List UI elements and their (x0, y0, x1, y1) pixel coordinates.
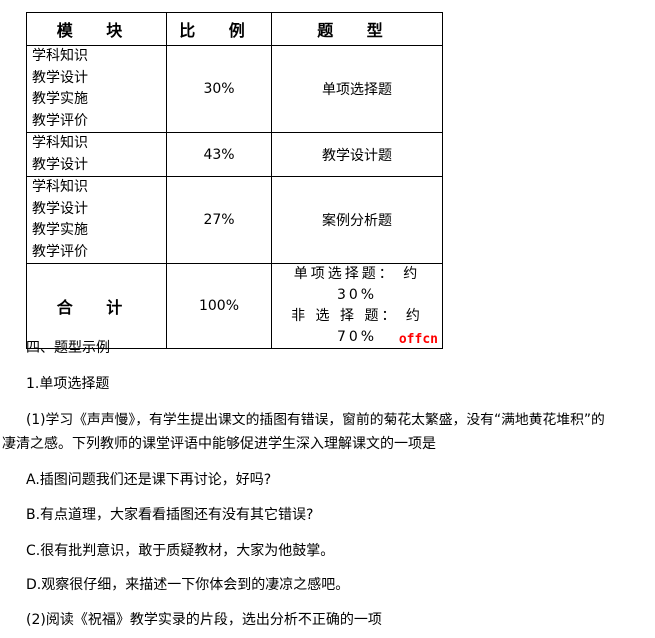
module: 教学设计 (32, 156, 88, 173)
table-row: 学科知识教学设计教学实施教学评价 30% 单项选择题 (26, 45, 443, 133)
header-module: 模 块 (26, 12, 167, 46)
module: 学科知识 (32, 48, 88, 64)
total-ratio: 100% (166, 263, 272, 349)
module: 学科知识 (32, 135, 88, 151)
option-a: A.插图问题我们还是课下再讨论，好吗? (26, 472, 272, 488)
question-2: (2)阅读《祝福》教学实录的片段，选出分析不正确的一项 (26, 612, 382, 628)
exam-structure-table: 模 块 比 例 题 型 学科知识 教学设计 教学实施 教学评价 30% 单项选择题 学… (26, 12, 443, 349)
header-type: 题 型 (271, 12, 443, 46)
module-cell: 学科知识教学设计教学实施教学评价 (26, 176, 167, 264)
option-c: C.很有批判意识，敢于质疑教材，大家为他鼓掌。 (26, 543, 335, 559)
subsection-heading: 1.单项选择题 (26, 376, 110, 392)
watermark: offcn (398, 332, 438, 347)
module-cell: 学科知识教学设计教学实施教学评价 (26, 45, 167, 133)
module: 教学设计 (32, 69, 88, 86)
table-row: 学科知识教学设计 43% 教学设计题 (26, 132, 443, 177)
module: 教学评价 (32, 243, 88, 260)
module-cell: 学科知识 教学设计 (26, 132, 167, 177)
type-cell: 案例分析题 (271, 176, 443, 264)
total-label: 合 计 (26, 263, 167, 349)
module: 学科知识 (32, 179, 88, 195)
header-ratio: 比 例 (166, 12, 272, 46)
module: 教学实施 (32, 222, 88, 238)
module: 教学实施 (32, 91, 88, 107)
ratio-cell: 30% (166, 45, 272, 133)
option-d: D.观察很仔细，来描述一下你体会到的凄凉之感吧。 (26, 577, 350, 593)
module: 教学设计 (32, 200, 88, 217)
ratio-cell: 43% (166, 132, 272, 177)
table-row: 学科知识教学设计教学实施教学评价 27% 案例分析题 (26, 176, 443, 264)
module: 教学评价 (32, 112, 88, 129)
question-1-line-2: 凄清之感。下列教师的课堂评语中能够促进学生深入理解课文的一项是 (2, 436, 436, 452)
total-breakdown: 单项选择题： 约 30% 非 选 择 题： 约 70% offcn (271, 263, 443, 349)
breakdown-line: 单项选择题： 约 30% (293, 266, 421, 303)
breakdown-line: 非 选 择 题： 约 70% (291, 308, 423, 345)
type-cell: 单项选择题 (271, 45, 443, 133)
section-heading: 四、题型示例 (26, 340, 110, 356)
total-row: 合 计 100% 单项选择题： 约 30% 非 选 择 题： 约 70% offcn (26, 263, 443, 349)
question-1-line-1: (1)学习《声声慢》，有学生提出课文的插图有错误，窗前的菊花太繁盛，没有“满地黄… (26, 412, 605, 428)
ratio-cell: 27% (166, 176, 272, 264)
type-cell: 教学设计题 (271, 132, 443, 177)
option-b: B.有点道理，大家看看插图还有没有其它错误? (26, 507, 314, 523)
